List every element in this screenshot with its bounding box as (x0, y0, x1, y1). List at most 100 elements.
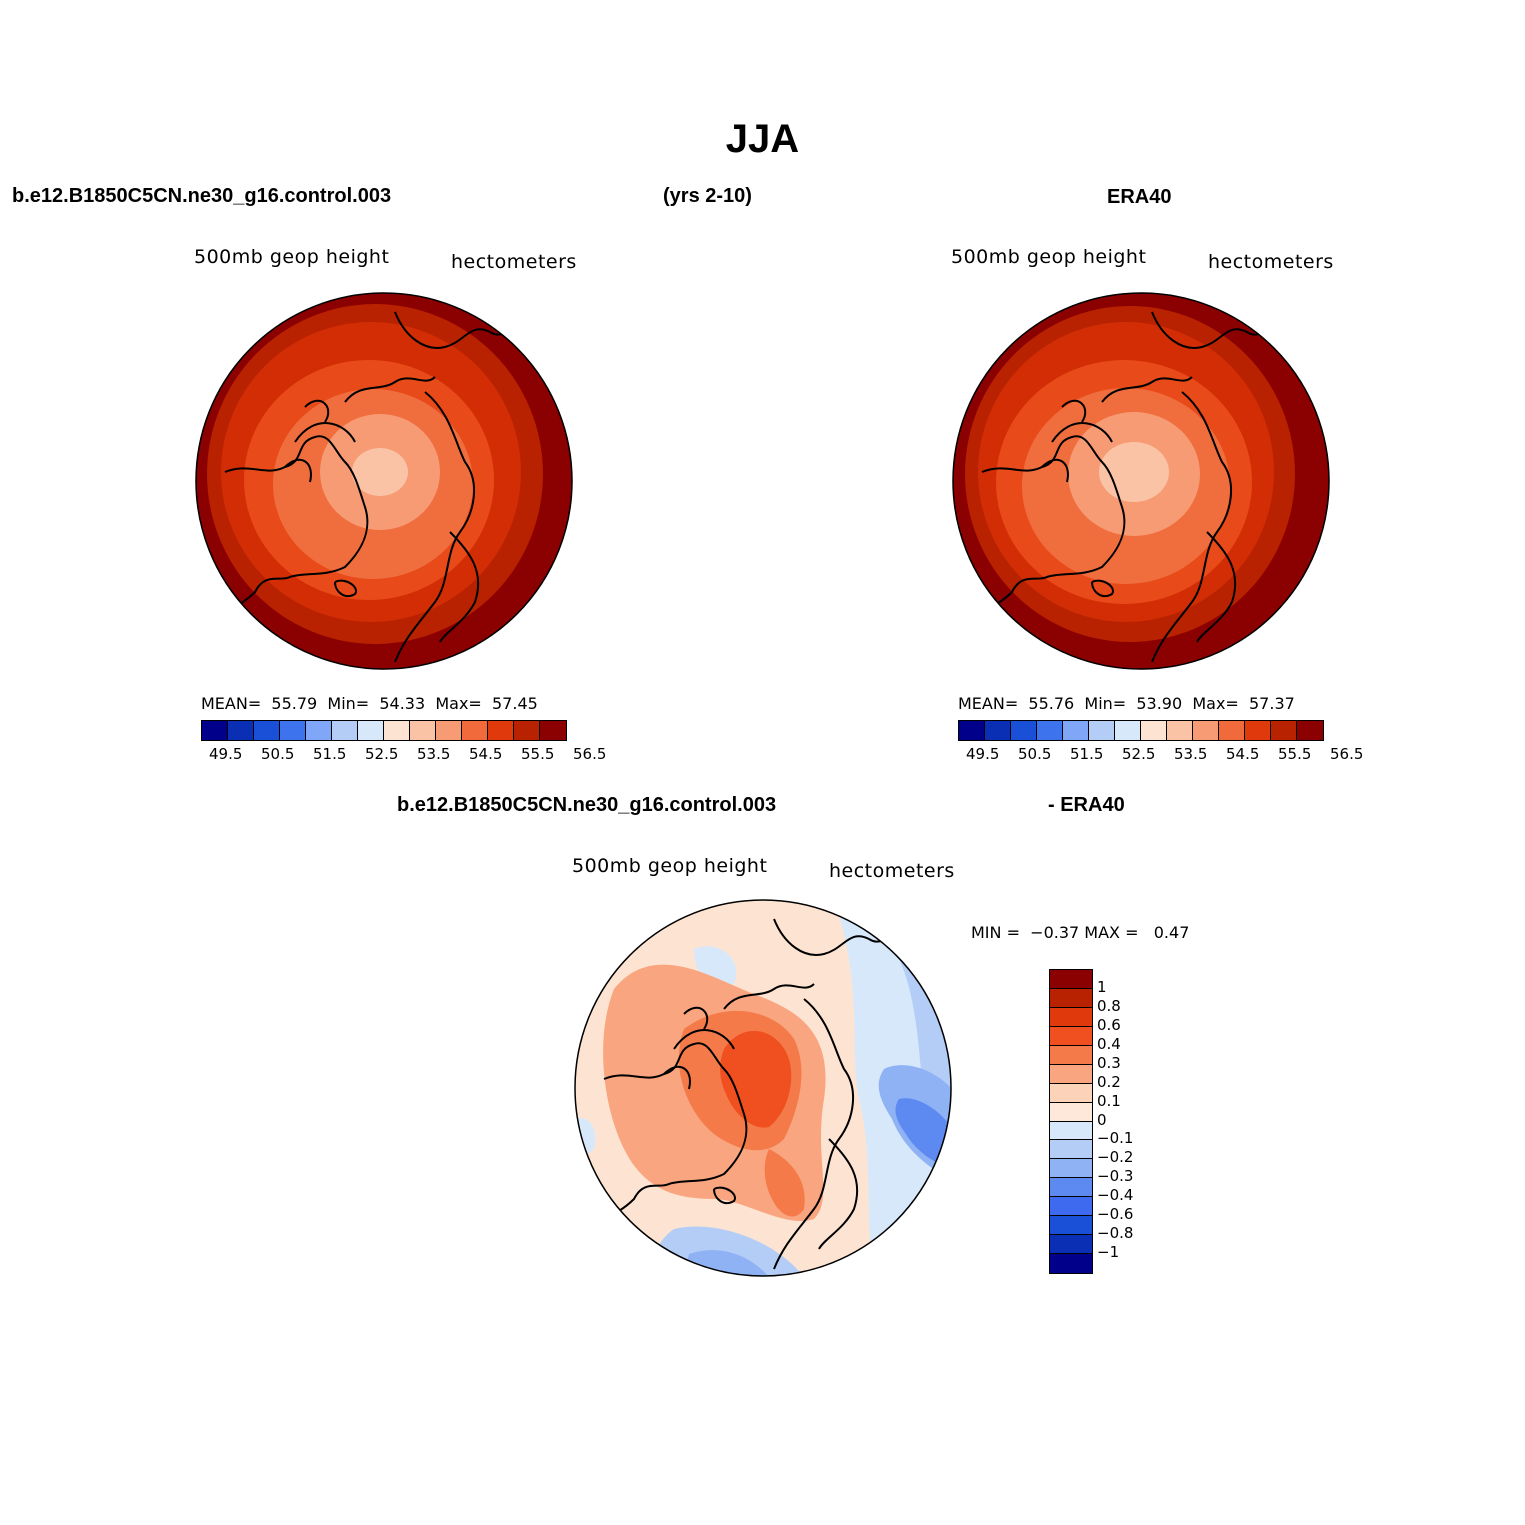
diff-units-label: hectometers (829, 860, 955, 882)
colorbar-tick-label: 1 (1097, 977, 1107, 996)
coastlines (981, 306, 1283, 663)
diff-stats: MIN = −0.37 MAX = 0.47 (971, 923, 1189, 942)
obs-units-label: hectometers (1208, 251, 1334, 273)
colorbar-cell (985, 721, 1011, 740)
colorbar-cell (1219, 721, 1245, 740)
colorbar-cell (280, 721, 306, 740)
colorbar-cell (1141, 721, 1167, 740)
colorbar-cell (1050, 1159, 1092, 1179)
colorbar-tick-label: 55.5 (521, 745, 555, 763)
colorbar-cell (1050, 1045, 1092, 1065)
colorbar-tick-label: −0.4 (1097, 1186, 1134, 1205)
obs-mean-value: 55.76 (1028, 694, 1075, 713)
colorbar-cell (1167, 721, 1193, 740)
colorbar-tick-label: 0.6 (1097, 1015, 1121, 1034)
colorbar-cell (1271, 721, 1297, 740)
colorbar-tick-label: −1 (1097, 1243, 1120, 1262)
colorbar-cell (384, 721, 410, 740)
contour-0.4 (720, 1030, 792, 1128)
diff-max-value: 0.47 (1153, 923, 1190, 942)
colorbar-cell (1050, 1254, 1092, 1273)
contour-minus-0.3 (895, 1098, 951, 1169)
obs-colorbar (958, 720, 1324, 741)
colorbar-cell (202, 721, 228, 740)
colorbar-tick-label: 56.5 (573, 745, 607, 763)
colorbar-tick-label: 54.5 (469, 745, 503, 763)
colorbar-cell (410, 721, 436, 740)
colorbar-tick-label: −0.2 (1097, 1148, 1134, 1167)
colorbar-cell (1089, 721, 1115, 740)
obs-max-value: 57.37 (1249, 694, 1295, 713)
colorbar-cell (1050, 970, 1092, 989)
colorbar-cell (1050, 1102, 1092, 1122)
colorbar-cell (228, 721, 254, 740)
model-polar-map (195, 292, 573, 670)
colorbar-tick-label: 51.5 (313, 745, 347, 763)
diff-max-label: MAX = (1084, 923, 1139, 942)
diff-variable-label: 500mb geop height (572, 855, 768, 877)
model-min-label: Min= (327, 694, 370, 713)
colorbar-cell (1050, 1140, 1092, 1160)
colorbar-tick-label: 53.5 (1174, 745, 1208, 763)
years-header: (yrs 2-10) (663, 185, 752, 207)
colorbar-cell (1037, 721, 1063, 740)
colorbar-cell (254, 721, 280, 740)
colorbar-tick-label: 52.5 (1122, 745, 1156, 763)
colorbar-tick-label: 55.5 (1278, 745, 1312, 763)
diff-obs-header: - ERA40 (1048, 794, 1125, 816)
colorbar-cell (436, 721, 462, 740)
colorbar-cell (462, 721, 488, 740)
obs-stats: MEAN= 55.76 Min= 53.90 Max= 57.37 (958, 694, 1295, 713)
diff-min-label: MIN = (971, 923, 1020, 942)
colorbar-cell (1050, 1007, 1092, 1027)
model-variable-label: 500mb geop height (194, 246, 390, 268)
colorbar-cell (488, 721, 514, 740)
colorbar-tick-label: 56.5 (1330, 745, 1364, 763)
colorbar-cell (1193, 721, 1219, 740)
colorbar-cell (1050, 1197, 1092, 1217)
colorbar-tick-label: 0.4 (1097, 1034, 1121, 1053)
main-title: JJA (725, 117, 800, 161)
model-stats: MEAN= 55.79 Min= 54.33 Max= 57.45 (201, 694, 538, 713)
colorbar-cell (1050, 988, 1092, 1008)
colorbar-tick-label: −0.8 (1097, 1224, 1134, 1243)
colorbar-cell (1050, 1083, 1092, 1103)
colorbar-cell (332, 721, 358, 740)
colorbar-cell (1297, 721, 1323, 740)
colorbar-tick-label: 51.5 (1070, 745, 1104, 763)
case-name-header: b.e12.B1850C5CN.ne30_g16.control.003 (12, 185, 392, 207)
colorbar-tick-label: 0.1 (1097, 1091, 1121, 1110)
colorbar-cell (1245, 721, 1271, 740)
diff-case-name-header: b.e12.B1850C5CN.ne30_g16.control.003 (397, 794, 777, 816)
colorbar-cell (306, 721, 332, 740)
colorbar-cell (1115, 721, 1141, 740)
colorbar-tick-label: 50.5 (1018, 745, 1052, 763)
colorbar-cell (1063, 721, 1089, 740)
contour-53.5 (352, 448, 408, 496)
map-boundary (574, 899, 952, 1277)
obs-name-header: ERA40 (1107, 186, 1172, 208)
obs-min-value: 53.90 (1136, 694, 1183, 713)
model-units-label: hectometers (451, 251, 577, 273)
model-max-label: Max= (435, 694, 482, 713)
colorbar-cell (358, 721, 384, 740)
colorbar-cell (514, 721, 540, 740)
colorbar-tick-label: 49.5 (209, 745, 243, 763)
colorbar-tick-label: −0.3 (1097, 1167, 1134, 1186)
contour-0.3-scandinavia (764, 1149, 805, 1217)
colorbar-tick-label: 0.2 (1097, 1072, 1121, 1091)
obs-variable-label: 500mb geop height (951, 246, 1147, 268)
colorbar-cell (959, 721, 985, 740)
obs-min-label: Min= (1084, 694, 1127, 713)
coastlines (224, 306, 526, 663)
map-boundary (952, 292, 1330, 670)
colorbar-tick-label: 52.5 (365, 745, 399, 763)
diff-colorbar (1049, 969, 1093, 1274)
colorbar-cell (1050, 1216, 1092, 1236)
colorbar-tick-label: 53.5 (417, 745, 451, 763)
colorbar-cell (1011, 721, 1037, 740)
colorbar-cell (1050, 1026, 1092, 1046)
colorbar-tick-label: 0.3 (1097, 1053, 1121, 1072)
colorbar-tick-label: 0.8 (1097, 996, 1121, 1015)
colorbar-tick-label: 0 (1097, 1110, 1107, 1129)
